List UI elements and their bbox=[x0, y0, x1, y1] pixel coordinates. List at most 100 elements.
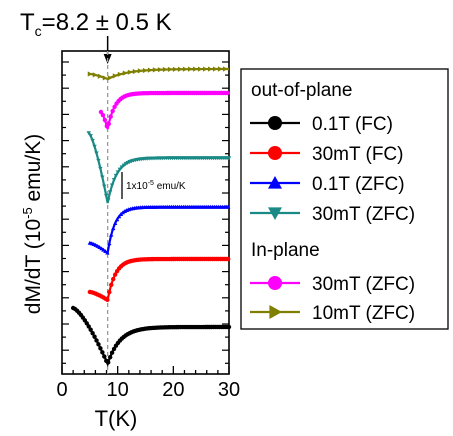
data-point bbox=[116, 214, 122, 219]
data-point bbox=[100, 112, 106, 118]
data-point bbox=[115, 170, 121, 175]
data-point bbox=[167, 66, 173, 73]
y-ticks bbox=[62, 61, 229, 364]
legend-entries: 0.1T (FC) 30mT (FC) 0.1T (ZFC) 30mT (ZFC) 30… bbox=[250, 114, 415, 324]
legend-entry: 30mT (ZFC) bbox=[250, 274, 415, 295]
legend-entry: 0.1T (ZFC) bbox=[250, 174, 405, 195]
data-point bbox=[90, 138, 95, 143]
data-point bbox=[102, 354, 107, 359]
x-tick-label: 30 bbox=[218, 379, 240, 401]
legend-label: 0.1T (FC) bbox=[312, 114, 393, 135]
data-point bbox=[142, 67, 148, 74]
data-point bbox=[225, 90, 230, 96]
data-point bbox=[86, 131, 91, 136]
data-point bbox=[172, 66, 178, 72]
data-point bbox=[157, 67, 163, 73]
data-point bbox=[119, 165, 125, 170]
data-point bbox=[102, 117, 108, 123]
scale-bar-label: 1x10-5 emu/K bbox=[126, 180, 186, 192]
data-point bbox=[112, 221, 118, 226]
data-point bbox=[98, 346, 103, 351]
data-point bbox=[112, 272, 118, 277]
series-black bbox=[70, 305, 232, 368]
data-point bbox=[106, 121, 111, 127]
legend-marker bbox=[268, 116, 282, 130]
data-point bbox=[84, 321, 89, 326]
data-point bbox=[98, 166, 103, 171]
data-point bbox=[111, 276, 116, 282]
data-point bbox=[109, 350, 115, 355]
legend-entry: 30mT (FC) bbox=[250, 144, 403, 165]
data-point bbox=[107, 190, 113, 195]
data-point bbox=[92, 72, 98, 78]
data-point bbox=[111, 178, 117, 183]
series-olive bbox=[87, 66, 230, 81]
x-axis-label: T(K) bbox=[95, 406, 138, 431]
data-point bbox=[182, 66, 188, 72]
data-point bbox=[104, 194, 109, 199]
data-point bbox=[202, 66, 208, 72]
x-tick-label: 10 bbox=[107, 379, 129, 401]
data-point bbox=[162, 66, 168, 73]
data-point bbox=[120, 210, 126, 215]
series-magenta bbox=[98, 90, 230, 130]
data-point bbox=[122, 70, 128, 76]
data-point bbox=[110, 108, 115, 114]
data-point bbox=[109, 282, 114, 287]
data-point bbox=[90, 330, 95, 336]
data-point bbox=[106, 360, 111, 365]
y-axis-label: dM/dT (10-5 emu/K) bbox=[20, 134, 45, 314]
data-point bbox=[109, 183, 115, 188]
data-point bbox=[187, 66, 193, 72]
x-tick-label: 20 bbox=[162, 379, 184, 401]
data-point bbox=[114, 217, 120, 222]
data-point bbox=[226, 324, 232, 330]
data-point bbox=[121, 163, 126, 168]
data-point bbox=[106, 198, 111, 203]
data-point bbox=[111, 346, 117, 352]
data-point bbox=[105, 297, 110, 303]
data-point bbox=[112, 73, 118, 79]
legend-label: 30mT (ZFC) bbox=[312, 274, 415, 295]
data-point bbox=[102, 75, 108, 81]
data-point bbox=[192, 66, 198, 72]
legend-entry: 10mT (ZFC) bbox=[250, 303, 415, 324]
data-point bbox=[107, 289, 112, 295]
data-point bbox=[96, 342, 101, 347]
legend-label: 30mT (FC) bbox=[312, 144, 403, 165]
series-line bbox=[89, 257, 229, 302]
tc-title-sub: c bbox=[35, 23, 42, 39]
tc-value: =8.2 ± 0.5 K bbox=[42, 9, 172, 36]
data-point bbox=[97, 73, 103, 79]
data-point bbox=[197, 66, 203, 72]
data-point bbox=[107, 75, 113, 81]
legend-entry: 30mT (ZFC) bbox=[250, 204, 415, 225]
data-point bbox=[107, 354, 113, 360]
series-line bbox=[89, 205, 229, 256]
data-point bbox=[94, 338, 99, 343]
data-point bbox=[117, 71, 123, 77]
tc-title: T bbox=[20, 9, 35, 36]
data-point bbox=[87, 71, 93, 77]
data-point bbox=[111, 226, 116, 231]
data-point bbox=[108, 114, 113, 119]
data-point bbox=[102, 184, 107, 189]
data-point bbox=[103, 249, 108, 254]
legend-entry: 0.1T (FC) bbox=[250, 114, 393, 135]
data-point bbox=[225, 256, 231, 262]
svg-text:Tc=8.2 ± 0.5 K: Tc=8.2 ± 0.5 K bbox=[20, 9, 172, 39]
data-point bbox=[105, 250, 110, 255]
data-point bbox=[117, 167, 123, 172]
data-curves bbox=[70, 66, 232, 368]
data-point bbox=[152, 67, 158, 73]
data-point bbox=[112, 104, 117, 109]
x-ticks: 0 10 20 30 bbox=[56, 366, 240, 401]
data-point bbox=[226, 156, 232, 161]
data-point bbox=[132, 68, 138, 75]
data-point bbox=[100, 350, 105, 355]
legend-marker bbox=[268, 146, 282, 160]
data-point bbox=[94, 151, 99, 156]
legend-label: 0.1T (ZFC) bbox=[312, 174, 405, 195]
data-point bbox=[223, 66, 228, 72]
